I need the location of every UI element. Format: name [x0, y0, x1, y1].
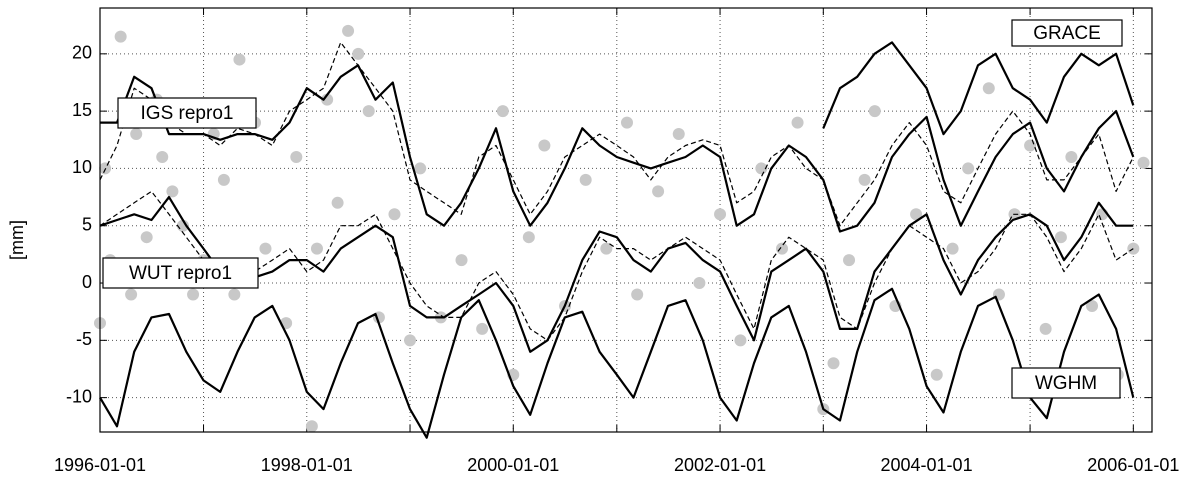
y-tick-label: 20 — [72, 43, 92, 63]
y-tick-label: 0 — [82, 272, 92, 292]
line — [99, 196, 1134, 353]
x-tick-label: 2006-01-01 — [1087, 455, 1179, 475]
scatter-point — [672, 128, 685, 141]
scatter-point — [342, 24, 355, 37]
scatter-point — [946, 242, 959, 255]
x-tick-label: 2002-01-01 — [674, 455, 766, 475]
scatter-point — [496, 105, 509, 118]
scatter-point — [755, 162, 768, 175]
scatter-point — [259, 242, 272, 255]
scatter-point — [217, 173, 230, 186]
plot-frame — [99, 7, 1153, 433]
scatter-point — [414, 162, 427, 175]
y-tick-label: 10 — [72, 157, 92, 177]
scatter-point — [187, 288, 200, 301]
scatter-point — [776, 242, 789, 255]
scatter-point — [455, 254, 468, 267]
scatter-point — [310, 242, 323, 255]
scatter-point — [156, 150, 169, 163]
line — [822, 41, 1135, 136]
scatter-point — [362, 105, 375, 118]
y-tick-label: -10 — [66, 386, 92, 406]
scatter-point — [652, 185, 665, 198]
scatter-point — [1065, 150, 1078, 163]
scatter-point — [1024, 139, 1037, 152]
scatter-point — [233, 53, 246, 66]
line — [100, 64, 1135, 233]
x-tick-label: 2004-01-01 — [881, 455, 973, 475]
scatter-point — [734, 334, 747, 347]
scatter-point — [331, 196, 344, 209]
scatter-point — [791, 116, 804, 129]
series-label: IGS repro1 — [141, 103, 234, 124]
x-tick-label: 1996-01-01 — [54, 455, 146, 475]
scatter-point — [620, 116, 633, 129]
series-label-box — [102, 257, 259, 289]
scatter-point — [321, 93, 334, 106]
scatter-point — [166, 185, 179, 198]
scatter-point — [1039, 322, 1052, 335]
scatter-point — [930, 368, 943, 381]
scatter-point — [600, 242, 613, 255]
scatter-point — [290, 150, 303, 163]
scatter-point — [992, 288, 1005, 301]
series-label: WGHM — [1035, 373, 1097, 394]
scatter-point — [522, 231, 535, 244]
scatter-point — [130, 128, 143, 141]
y-axis-label: [mm] — [7, 220, 27, 260]
scatter-point — [305, 420, 318, 433]
x-tick-label: 2000-01-01 — [467, 455, 559, 475]
series-label-box — [1011, 367, 1121, 399]
scatter-point — [125, 288, 138, 301]
scatter-point — [228, 288, 241, 301]
scatter-point — [476, 322, 489, 335]
scatter-point — [1054, 231, 1067, 244]
scatter-point — [910, 208, 923, 221]
scatter-point — [352, 47, 365, 60]
scatter-point — [693, 277, 706, 290]
series-label: GRACE — [1033, 23, 1101, 44]
series-label-box — [1011, 19, 1123, 47]
scatter-point — [962, 162, 975, 175]
scatter-point — [579, 173, 592, 186]
scatter-point — [827, 357, 840, 370]
scatter-point — [631, 288, 644, 301]
scatter-point — [404, 334, 417, 347]
scatter-point — [140, 231, 153, 244]
scatter-point — [114, 30, 127, 43]
x-tick-label: 1998-01-01 — [261, 455, 353, 475]
y-tick-label: 5 — [82, 214, 92, 234]
scatter-point — [538, 139, 551, 152]
scatter-point — [714, 208, 727, 221]
line — [99, 190, 1134, 341]
line — [99, 41, 1134, 227]
scatter-point — [982, 82, 995, 95]
scatter-point — [868, 105, 881, 118]
scatter-point — [1137, 156, 1150, 169]
scatter-point — [843, 254, 856, 267]
y-tick-label: -5 — [76, 329, 92, 349]
scatter-point — [858, 173, 871, 186]
y-tick-label: 15 — [72, 100, 92, 120]
line — [99, 287, 1135, 439]
scatter-point — [1086, 299, 1099, 312]
series-label-box — [117, 97, 257, 129]
series-label: WUT repro1 — [129, 263, 232, 284]
scatter-point — [388, 208, 401, 221]
